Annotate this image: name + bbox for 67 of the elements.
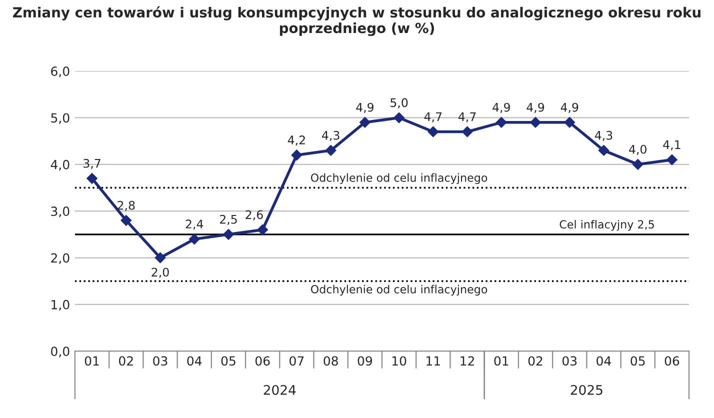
point bbox=[598, 144, 610, 156]
data-label: 4,3 bbox=[322, 130, 340, 141]
data-label: 4,9 bbox=[492, 102, 510, 113]
x-tick-label: 06 bbox=[664, 356, 680, 366]
y-tick-label: 1,0 bbox=[52, 300, 70, 311]
y-tick-label: 2,0 bbox=[51, 253, 70, 264]
x-tick-label: 06 bbox=[255, 356, 270, 366]
x-tick-label: 12 bbox=[460, 356, 474, 366]
point bbox=[188, 234, 200, 245]
data-label: 4,1 bbox=[663, 140, 680, 150]
x-tick-label: 09 bbox=[358, 356, 372, 366]
ref-line-label: Odchylenie od celu inflacyjnego bbox=[310, 173, 488, 184]
y-tick-label: 4,0 bbox=[50, 160, 70, 171]
point bbox=[223, 228, 234, 240]
x-tick-label: 10 bbox=[392, 356, 406, 366]
data-label: 2,0 bbox=[152, 268, 169, 278]
x-tick-label: 04 bbox=[187, 356, 202, 366]
data-label: 4,0 bbox=[629, 144, 646, 155]
x-tick-label: 03 bbox=[562, 356, 577, 366]
point bbox=[394, 112, 404, 124]
x-tick-label: 05 bbox=[221, 356, 236, 366]
chart-title: Zmiany cen towarów i usług konsumpcyjnych w stosunku do analogicznego okresu roku poprzedniego (w %) bbox=[13, 6, 700, 36]
data-label: 5,0 bbox=[390, 98, 408, 108]
x-tick-label: 03 bbox=[153, 356, 168, 366]
x-tick-label: 02 bbox=[528, 356, 542, 366]
ref-line-label: Odchylenie od celu inflacyjnego bbox=[310, 284, 488, 296]
y-tick-label: 6,0 bbox=[51, 66, 70, 78]
y-tick-label: 0,0 bbox=[51, 346, 70, 358]
data-label: 2,6 bbox=[246, 210, 263, 220]
data-label: 3,7 bbox=[84, 158, 100, 169]
point bbox=[154, 252, 166, 264]
data-label: 4,7 bbox=[458, 112, 476, 122]
x-tick-label: 11 bbox=[426, 356, 440, 366]
x-tick-label: 01 bbox=[494, 356, 508, 366]
data-label: 4,3 bbox=[594, 130, 612, 141]
data-label: 2,4 bbox=[186, 220, 204, 230]
text: 2024 bbox=[264, 384, 296, 395]
point bbox=[86, 172, 98, 184]
data-label: 4,7 bbox=[424, 112, 442, 122]
data-label: 4,2 bbox=[288, 136, 305, 146]
data-label: 2,8 bbox=[118, 200, 135, 212]
x-tick-label: 04 bbox=[596, 356, 611, 366]
point bbox=[530, 116, 541, 128]
data-label: 2,5 bbox=[220, 214, 237, 226]
point bbox=[462, 126, 473, 138]
point bbox=[291, 150, 302, 161]
data-label: 4,9 bbox=[560, 102, 578, 113]
point bbox=[120, 214, 132, 226]
text: 2025 bbox=[570, 384, 602, 395]
y-tick-label: 5,0 bbox=[51, 113, 70, 124]
y-tick-label: 3,0 bbox=[51, 206, 70, 218]
x-tick-label: 02 bbox=[119, 356, 133, 366]
x-tick-label: 01 bbox=[84, 356, 99, 366]
point bbox=[632, 158, 644, 170]
point bbox=[666, 154, 678, 166]
x-tick-label: 05 bbox=[630, 356, 645, 366]
x-tick-label: 08 bbox=[324, 356, 338, 366]
data-label: 4,9 bbox=[356, 102, 374, 113]
ref-line-label: Cel inflacyjny 2,5 bbox=[560, 220, 654, 231]
point bbox=[257, 224, 268, 236]
point bbox=[428, 126, 439, 138]
x-tick-label: 07 bbox=[290, 356, 304, 366]
point bbox=[360, 116, 370, 128]
data-label: 4,9 bbox=[526, 102, 544, 113]
point bbox=[325, 144, 336, 156]
point bbox=[496, 116, 507, 128]
point bbox=[564, 116, 576, 128]
